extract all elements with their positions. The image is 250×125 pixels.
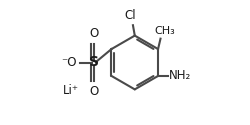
Text: ⁻O: ⁻O (61, 56, 77, 69)
Text: S: S (89, 56, 99, 70)
Text: NH₂: NH₂ (169, 70, 191, 82)
Text: Li⁺: Li⁺ (62, 84, 78, 97)
Text: O: O (89, 27, 99, 40)
Text: Cl: Cl (125, 9, 136, 22)
Text: O: O (89, 85, 99, 98)
Text: CH₃: CH₃ (154, 26, 175, 36)
